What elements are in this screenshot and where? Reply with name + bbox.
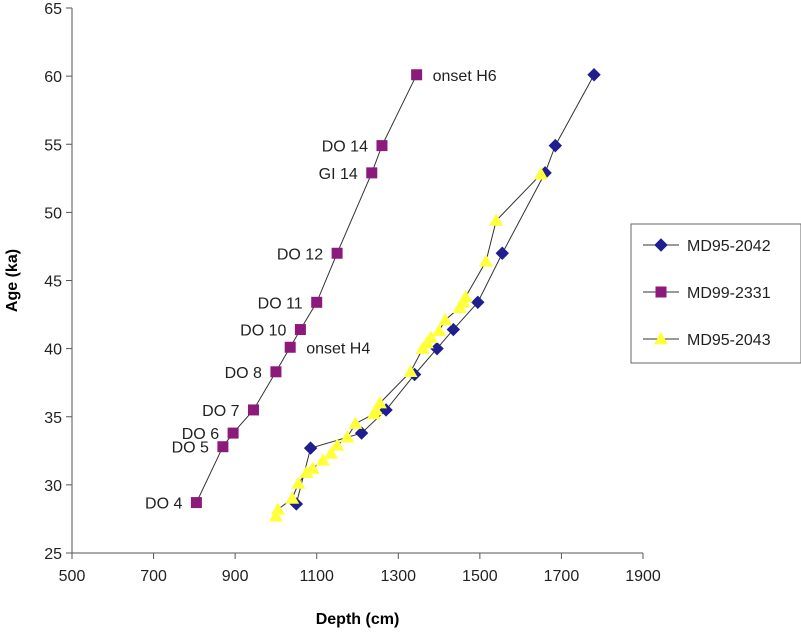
legend-label: MD95-2042 [687, 238, 771, 255]
data-point-diamond [548, 138, 563, 153]
data-point-triangle [489, 213, 504, 226]
data-point-square [270, 366, 282, 378]
data-point-triangle [270, 502, 285, 515]
annotation-label: GI 14 [319, 166, 358, 183]
x-tick-label: 1100 [300, 568, 335, 585]
x-tick-label: 1700 [544, 568, 580, 585]
data-point-triangle [403, 364, 418, 378]
annotation-label: DO 8 [225, 365, 262, 382]
y-tick-label: 50 [44, 205, 62, 222]
annotation-label: DO 6 [182, 426, 219, 443]
data-point-diamond [495, 246, 509, 260]
legend-label: MD99-2331 [687, 285, 771, 302]
data-point-triangle [438, 313, 453, 326]
data-point-triangle [291, 476, 306, 489]
data-point-square [366, 167, 378, 179]
data-point-square [376, 140, 388, 152]
data-point-triangle [299, 465, 314, 478]
data-point-square [411, 69, 423, 81]
x-tick-label: 500 [59, 568, 86, 585]
data-point-triangle [423, 330, 438, 343]
data-point-triangle [268, 509, 283, 522]
legend-item-md95-2042: MD95-2042 [643, 238, 771, 255]
data-point-triangle [372, 396, 387, 409]
data-point-triangle [534, 167, 549, 180]
y-tick-label: 40 [44, 342, 62, 359]
data-point-triangle [348, 416, 363, 429]
legend-item-md95-2043: MD95-2043 [643, 332, 771, 349]
data-point-square [655, 286, 667, 298]
series-layer [190, 68, 601, 522]
data-point-triangle [478, 254, 493, 267]
legend-item-md99-2331: MD99-2331 [643, 285, 771, 302]
data-point-triangle [330, 438, 345, 451]
x-tick-label: 1900 [625, 568, 661, 585]
x-tick-label: 700 [140, 568, 167, 585]
data-point-square [284, 341, 296, 353]
legend-label: MD95-2043 [687, 332, 771, 349]
annotation-label: DO 4 [145, 496, 182, 513]
data-point-square [331, 247, 343, 259]
y-tick-label: 25 [44, 546, 62, 563]
annotation-label: onset H4 [306, 340, 370, 357]
series-md99-2331 [190, 69, 423, 509]
data-point-square [247, 404, 259, 416]
data-point-square [227, 427, 239, 439]
data-point-diamond [654, 238, 668, 252]
y-tick-label: 55 [44, 137, 62, 154]
data-point-diamond [587, 68, 601, 82]
y-tick-label: 35 [44, 410, 62, 427]
data-point-triangle [368, 402, 383, 416]
annotation-label: onset H6 [433, 68, 497, 85]
annotation-label: DO 5 [172, 440, 209, 457]
data-point-diamond [446, 322, 461, 337]
x-tick-label: 1300 [380, 568, 416, 585]
y-tick-label: 45 [44, 274, 62, 291]
annotation-label: DO 11 [258, 295, 303, 312]
y-tick-label: 65 [44, 1, 62, 18]
data-point-square [311, 296, 323, 308]
y-axis-title: Age (ka) [4, 249, 21, 312]
x-tick-label: 900 [222, 568, 249, 585]
annotation-label: DO 12 [277, 246, 323, 263]
annotation-label: DO 7 [202, 403, 239, 420]
y-tick-label: 60 [44, 69, 62, 86]
data-point-square [294, 324, 306, 336]
data-point-triangle [340, 430, 355, 443]
legend: MD95-2042 MD99-2331 MD95-2043 [630, 223, 801, 364]
data-point-triangle [305, 461, 320, 474]
data-point-square [190, 497, 202, 509]
data-point-triangle [323, 446, 338, 459]
x-axis: 500 700 900 1100 1300 1500 1700 1900 [59, 552, 661, 585]
annotation-label: DO 10 [240, 323, 286, 340]
y-axis: 25 30 35 40 45 50 55 60 65 [44, 1, 73, 563]
data-point-diamond [354, 426, 369, 440]
y-tick-label: 30 [44, 478, 62, 495]
data-point-diamond [471, 295, 485, 310]
data-point-triangle [458, 289, 473, 303]
x-axis-title: Depth (cm) [316, 611, 400, 628]
data-point-triangle [285, 491, 300, 504]
series-md95-2042 [289, 68, 601, 511]
data-point-square [217, 441, 229, 453]
data-point-triangle [432, 323, 447, 337]
data-point-triangle [315, 453, 330, 466]
annotation-label: DO 14 [322, 139, 368, 156]
data-point-triangle [654, 332, 668, 345]
x-tick-label: 1500 [462, 568, 498, 585]
data-point-diamond [303, 441, 318, 455]
data-point-diamond [430, 341, 444, 356]
annotation-layer: onset H6 DO 14 GI 14 DO 12 DO 11 DO 10 onset H… [145, 68, 497, 513]
series-md95-2043 [268, 167, 549, 522]
